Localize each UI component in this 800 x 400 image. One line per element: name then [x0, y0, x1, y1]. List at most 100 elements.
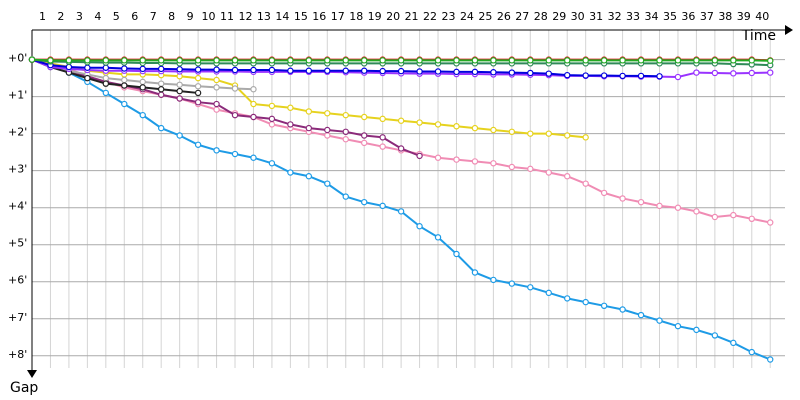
point	[748, 348, 755, 356]
point	[397, 145, 405, 152]
x-tick-label: 17	[331, 10, 345, 23]
point	[693, 69, 700, 76]
point	[508, 69, 516, 76]
point	[342, 136, 349, 143]
x-tick-label: 24	[460, 10, 474, 23]
x-tick-label: 29	[552, 10, 566, 23]
point	[121, 82, 128, 89]
point	[619, 57, 626, 64]
x-tick-label: 18	[349, 10, 363, 23]
point	[102, 57, 110, 64]
point	[139, 111, 146, 119]
point	[102, 64, 110, 71]
point	[121, 100, 128, 108]
point	[231, 57, 239, 64]
point	[157, 86, 165, 93]
point	[231, 111, 239, 119]
point	[361, 57, 368, 64]
point	[176, 57, 183, 64]
x-tick-label: 26	[497, 10, 511, 23]
point	[139, 84, 146, 91]
point	[287, 57, 294, 64]
point	[582, 57, 589, 64]
point	[748, 69, 755, 77]
point	[453, 250, 460, 258]
point	[250, 154, 257, 161]
x-tick-label: 10	[202, 10, 216, 23]
point	[748, 57, 755, 64]
point	[324, 126, 331, 134]
point	[324, 180, 331, 187]
point	[268, 66, 276, 74]
x-tick-label: 38	[718, 10, 732, 23]
x-tick-label: 27	[515, 10, 529, 23]
point	[600, 302, 608, 310]
point	[434, 154, 442, 161]
point	[600, 189, 608, 197]
x-tick-label: 21	[405, 10, 419, 23]
point	[379, 57, 386, 64]
point	[471, 124, 479, 132]
point	[157, 57, 165, 64]
x-axis-label: Time	[741, 28, 776, 44]
x-tick-label: 8	[168, 10, 175, 23]
point	[213, 57, 220, 64]
point	[47, 57, 54, 64]
point	[361, 132, 368, 139]
point	[453, 68, 460, 76]
point	[656, 57, 663, 64]
point	[711, 213, 719, 221]
point	[213, 84, 220, 91]
point	[693, 57, 700, 64]
point	[102, 89, 110, 97]
x-tick-label: 34	[645, 10, 659, 23]
point	[84, 64, 91, 71]
point	[268, 115, 276, 123]
point	[656, 202, 663, 210]
x-tick-label: 39	[737, 10, 751, 23]
point	[250, 57, 257, 64]
x-tick-label: 1	[39, 10, 46, 23]
point	[379, 202, 386, 210]
point	[730, 211, 737, 219]
point	[527, 284, 534, 291]
y-tick-label: +0'	[8, 52, 27, 65]
point	[564, 57, 571, 64]
point	[637, 311, 645, 319]
y-tick-label: +6'	[8, 274, 27, 287]
point	[416, 57, 423, 64]
y-arrow	[27, 370, 37, 378]
point	[471, 57, 479, 64]
x-tick-label: 15	[294, 10, 308, 23]
point	[545, 289, 552, 297]
point	[416, 68, 423, 75]
point	[194, 66, 202, 73]
point	[490, 69, 497, 76]
point	[397, 117, 405, 124]
point	[121, 76, 128, 84]
x-tick-label: 33	[626, 10, 640, 23]
y-tick-label: +4'	[8, 200, 27, 213]
point	[693, 208, 700, 215]
point	[471, 68, 479, 76]
point	[157, 80, 165, 87]
point	[213, 100, 220, 108]
point	[268, 102, 276, 110]
point	[379, 143, 386, 150]
point	[157, 91, 165, 98]
point	[176, 132, 183, 139]
x-tick-label: 6	[131, 10, 138, 23]
point	[471, 158, 479, 165]
x-tick-label: 35	[663, 10, 677, 23]
point	[397, 57, 405, 64]
point	[490, 126, 497, 134]
point	[287, 67, 294, 74]
point	[674, 322, 682, 330]
point	[65, 63, 73, 71]
point	[194, 74, 202, 82]
point	[250, 86, 257, 93]
x-tick-label: 19	[368, 10, 382, 23]
x-tick-label: 40	[755, 10, 769, 23]
x-tick-label: 14	[275, 10, 289, 23]
point	[619, 72, 626, 80]
